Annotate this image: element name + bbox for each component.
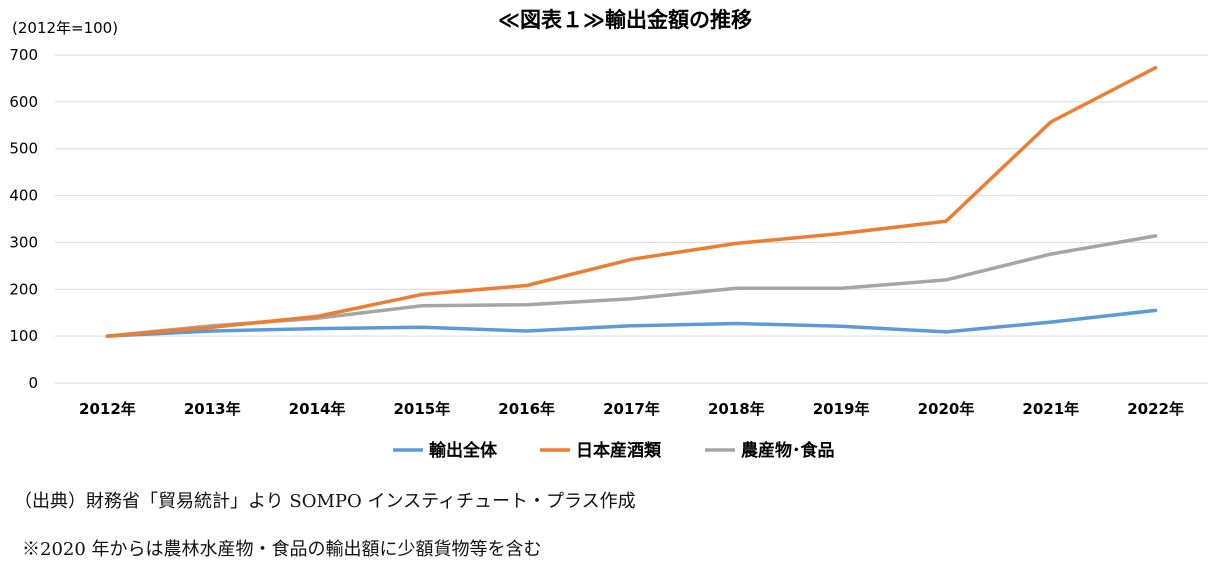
x-tick-label: 2019年 bbox=[813, 400, 870, 418]
series-lines bbox=[105, 65, 1158, 338]
x-tick-label: 2018年 bbox=[708, 400, 765, 418]
x-tick-label: 2012年 bbox=[79, 400, 136, 418]
series-line-0 bbox=[105, 308, 1158, 338]
y-tick-label: 0 bbox=[28, 374, 38, 392]
x-tick-label: 2015年 bbox=[393, 400, 450, 418]
y-tick-label: 500 bbox=[9, 140, 38, 158]
x-tick-label: 2021年 bbox=[1022, 400, 1079, 418]
line-chart: ≪図表１≫輸出金額の推移 (2012年=100) 0 100 200 300 400 50… bbox=[9, 8, 1208, 461]
x-tick-label: 2022年 bbox=[1127, 400, 1184, 418]
y-tick-label: 600 bbox=[9, 93, 38, 111]
x-tick-label: 2020年 bbox=[918, 400, 975, 418]
y-tick-label: 700 bbox=[9, 46, 38, 64]
y-tick-label: 400 bbox=[9, 187, 38, 205]
x-tick-label: 2013年 bbox=[184, 400, 241, 418]
y-axis-unit-label: (2012年=100) bbox=[12, 19, 118, 37]
x-tick-label: 2014年 bbox=[289, 400, 346, 418]
legend: 輸出全体 日本産酒類 農産物･食品 bbox=[393, 440, 835, 461]
y-axis-tick-labels: 0 100 200 300 400 500 600 700 bbox=[9, 46, 38, 392]
legend-label: 農産物･食品 bbox=[741, 440, 835, 461]
gridlines bbox=[55, 54, 1208, 384]
chart-title: ≪図表１≫輸出金額の推移 bbox=[498, 8, 752, 32]
source-note: （出典）財務省「貿易統計」より SOMPO インスティチュート・プラス作成 bbox=[14, 491, 636, 512]
legend-label: 日本産酒類 bbox=[576, 440, 662, 461]
series-line-1 bbox=[105, 65, 1158, 338]
y-tick-label: 100 bbox=[9, 327, 38, 345]
x-tick-label: 2016年 bbox=[498, 400, 555, 418]
x-tick-label: 2017年 bbox=[603, 400, 660, 418]
legend-label: 輸出全体 bbox=[429, 440, 498, 461]
y-tick-label: 300 bbox=[9, 233, 38, 251]
y-tick-label: 200 bbox=[9, 280, 38, 298]
footnote: ※2020 年からは農林水産物・食品の輸出額に少額貨物等を含む bbox=[22, 539, 542, 560]
x-axis-tick-labels: 2012年 2013年 2014年 2015年 2016年 2017年 2018年 2019年… bbox=[79, 400, 1184, 418]
